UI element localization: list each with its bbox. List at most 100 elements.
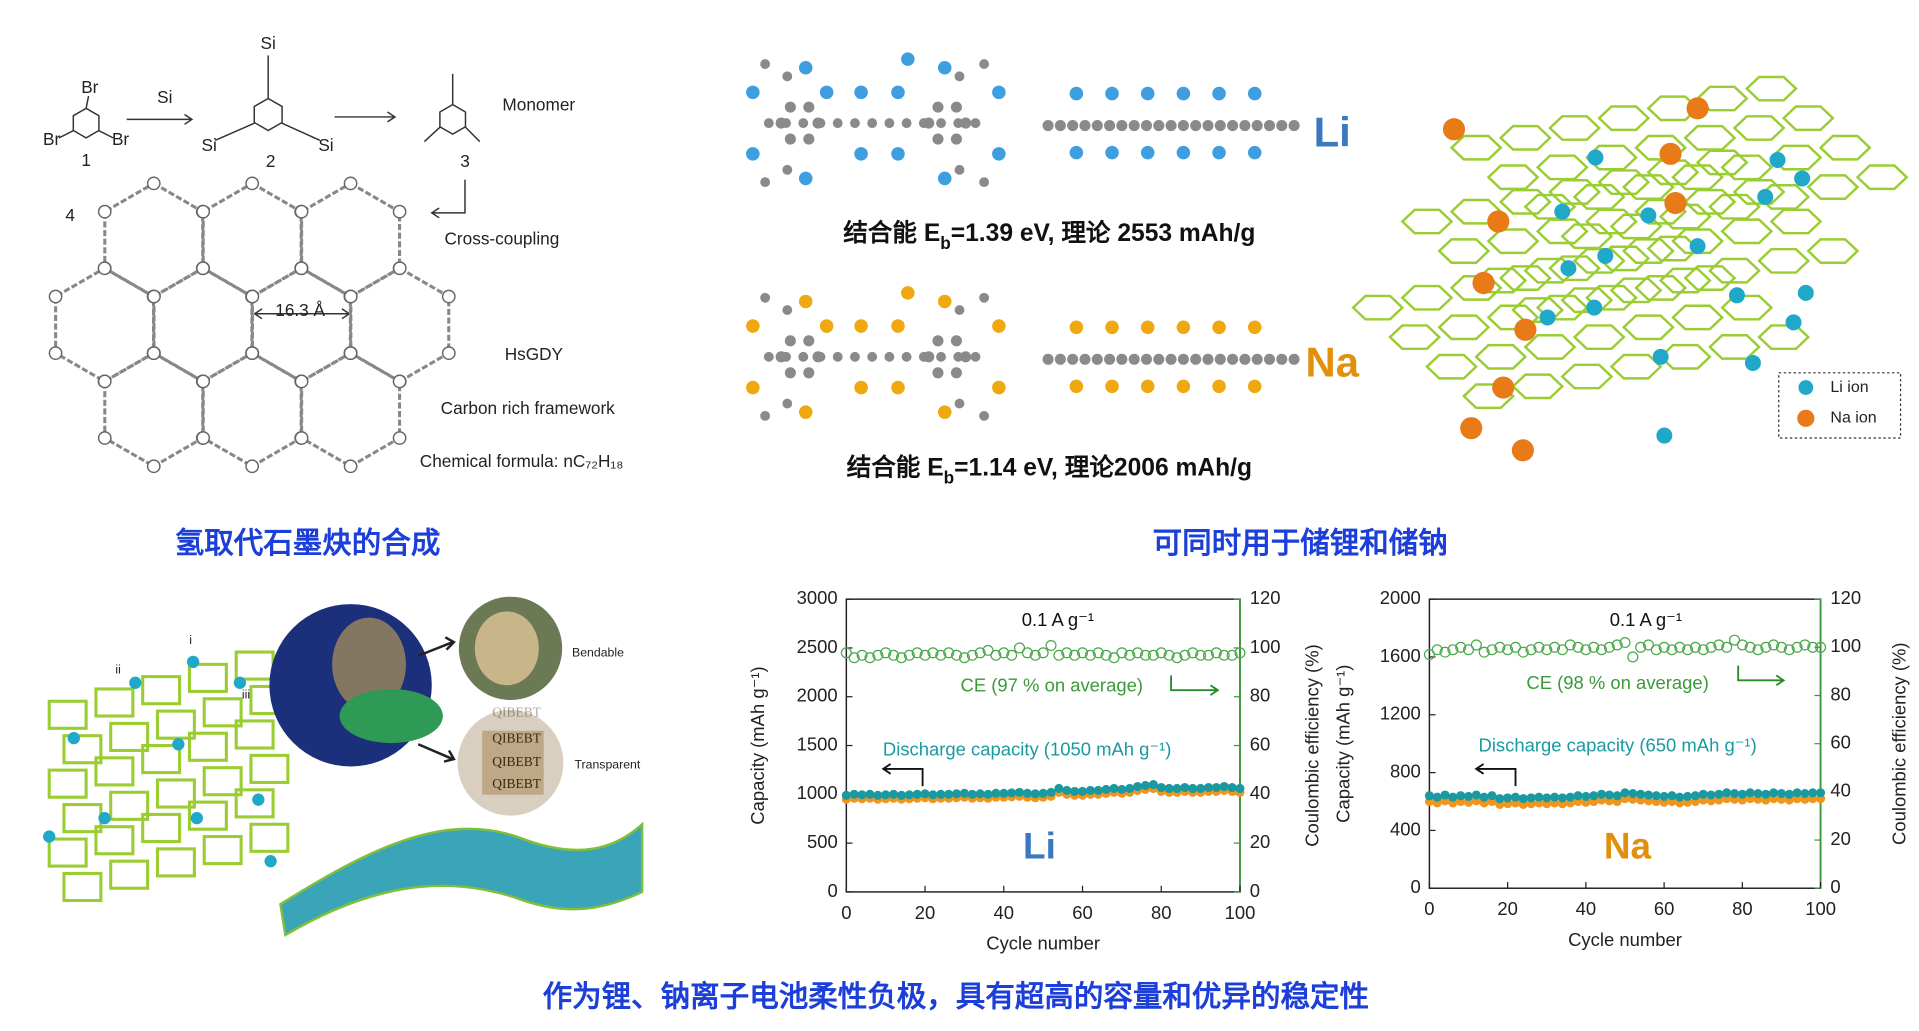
carbon-atom — [1202, 120, 1214, 132]
framework-ring — [343, 346, 358, 361]
photo-label: Bendable — [572, 646, 624, 660]
data-point — [1604, 790, 1614, 800]
data-point — [856, 649, 868, 661]
data-point — [1180, 782, 1190, 793]
ion — [1140, 320, 1155, 335]
carbon-atom — [1054, 353, 1066, 365]
data-point — [896, 790, 906, 800]
framework-ring — [196, 374, 211, 389]
framework-ring — [245, 459, 260, 474]
carbon-atom — [1276, 120, 1288, 132]
framework-ring — [245, 176, 260, 191]
carbon-atom — [832, 118, 843, 129]
y2-tick-label: 120 — [1830, 587, 1861, 608]
ion — [1140, 145, 1155, 160]
carbon-atom — [1276, 353, 1288, 365]
data-point — [1581, 791, 1591, 801]
data-point — [1188, 783, 1198, 794]
data-point — [1651, 791, 1661, 801]
data-point — [1714, 789, 1724, 799]
na-ion — [1686, 97, 1709, 120]
binding-part: b — [940, 232, 951, 252]
y-tick-label: 500 — [807, 831, 838, 852]
sheet-hexagon — [1708, 257, 1761, 284]
carbon-atom — [1079, 353, 1091, 365]
framework-cage — [155, 847, 196, 878]
data-point — [1486, 644, 1498, 656]
li-ion — [1560, 260, 1577, 277]
photo-film — [332, 617, 406, 712]
data-point — [1053, 649, 1065, 661]
data-point — [1596, 789, 1607, 799]
data-point — [1721, 641, 1733, 653]
element-label: Li — [1314, 108, 1351, 155]
x-tick-label: 40 — [994, 902, 1015, 923]
li-ion — [1554, 203, 1571, 220]
sheet-hexagon — [1437, 238, 1491, 264]
sheet-hexagon — [1400, 208, 1454, 235]
carbon-atom — [1227, 353, 1239, 365]
bond — [126, 113, 194, 125]
data-point — [1589, 791, 1599, 801]
annotation: Li — [1023, 826, 1056, 867]
data-point — [1705, 641, 1717, 653]
framework-cage — [62, 734, 103, 765]
data-point — [1776, 789, 1787, 799]
synthesis-label: Si — [261, 33, 276, 53]
framework-ring — [97, 431, 112, 445]
sheet-hexagon — [1621, 238, 1675, 264]
sheet-hexagon — [1720, 154, 1774, 181]
y-tick-label: 1500 — [797, 733, 838, 754]
li-ion — [1769, 151, 1786, 168]
sheet-hexagon — [1560, 363, 1614, 390]
carbon-atom — [798, 118, 809, 129]
data-point — [1666, 644, 1678, 656]
photo-film-2 — [482, 730, 544, 795]
sheet-hexagon — [1720, 218, 1774, 245]
x-tick-label: 40 — [1576, 898, 1597, 919]
data-point — [1147, 649, 1159, 661]
carbon-atom — [798, 351, 809, 362]
data-point — [1478, 646, 1490, 658]
x-tick-label: 100 — [1225, 902, 1256, 923]
storage-caption: 可同时用于储锂和储钠 — [1153, 527, 1448, 560]
framework-cage — [94, 756, 135, 787]
y-tick-label: 3000 — [797, 587, 838, 608]
sheet-hexagon — [1351, 294, 1405, 321]
carbon-atom — [1067, 353, 1079, 365]
data-point — [951, 789, 962, 799]
sheet-hexagon — [1486, 228, 1540, 255]
annotation: Na — [1604, 826, 1652, 867]
data-point — [1226, 649, 1238, 661]
framework-ring — [245, 346, 260, 361]
data-point — [1045, 639, 1057, 652]
framework-ring — [343, 289, 358, 304]
carbon-atom — [1263, 120, 1276, 132]
data-point — [1650, 644, 1662, 656]
data-point — [920, 789, 930, 799]
framework-cage — [141, 743, 182, 775]
data-point — [1455, 641, 1467, 653]
framework-ring — [392, 431, 407, 445]
data-point — [1084, 649, 1096, 661]
sheet-hexagon — [1806, 238, 1860, 264]
carbon-atom — [979, 410, 990, 421]
photo-label: Transparent — [574, 757, 640, 771]
ion — [1140, 379, 1155, 394]
data-point — [1564, 639, 1576, 651]
data-point — [1070, 786, 1080, 796]
data-point — [1007, 788, 1017, 798]
ion — [798, 405, 813, 419]
li-ion — [1728, 287, 1745, 304]
data-point — [873, 790, 883, 800]
framework-cage — [187, 662, 228, 693]
li-ion — [1785, 314, 1802, 331]
data-point — [1202, 649, 1215, 661]
framework-ring — [196, 204, 211, 219]
data-point — [943, 647, 955, 659]
ion — [1069, 320, 1084, 335]
sheet-hexagon — [1437, 314, 1491, 341]
sheet-hexagon — [1695, 149, 1749, 176]
carbon-atom — [1128, 353, 1140, 365]
annotation: 0.1 A g⁻¹ — [1022, 609, 1094, 630]
